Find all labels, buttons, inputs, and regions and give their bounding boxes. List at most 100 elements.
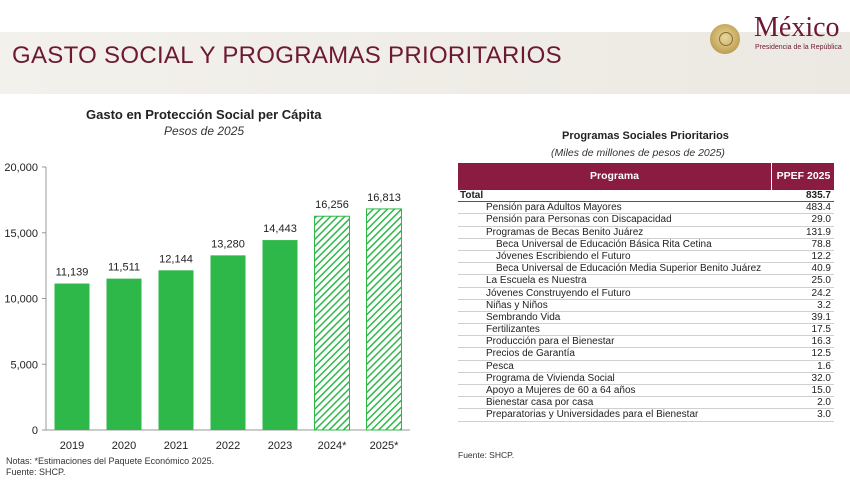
top-band: [0, 0, 850, 32]
row-value: 25.0: [811, 275, 831, 287]
row-label: Total: [460, 190, 484, 201]
row-value: 24.2: [811, 287, 831, 299]
row-label: Jóvenes Construyendo el Futuro: [486, 287, 631, 299]
row-label: Precios de Garantía: [486, 348, 575, 360]
bar-value-label: 11,511: [108, 262, 140, 274]
bar-2025: [366, 208, 402, 431]
bar-value-label: 16,256: [315, 199, 349, 211]
table-row: Jóvenes Escribiendo el Futuro 12.2: [458, 250, 834, 264]
table-source: Fuente: SHCP.: [458, 450, 515, 460]
x-tick-label: 2021: [164, 440, 188, 452]
bar-2019: [54, 283, 90, 430]
table-row: La Escuela es Nuestra 25.0: [458, 275, 834, 288]
row-label: Apoyo a Mujeres de 60 a 64 años: [486, 385, 636, 396]
bar-value-label: 14,443: [263, 223, 297, 235]
bar-2022: [210, 255, 246, 430]
row-label: Producción para el Bienestar: [486, 336, 615, 348]
y-tick-label: 5,000: [10, 359, 38, 371]
table-row: Programas de Becas Benito Juárez 131.9: [458, 227, 834, 239]
row-label: Beca Universal de Educación Básica Rita …: [496, 238, 712, 250]
bar-2023: [262, 240, 298, 430]
row-value: 131.9: [805, 226, 831, 238]
chart-subtitle: Pesos de 2025: [164, 124, 245, 138]
table-row: Precios de Garantía 12.5: [458, 348, 834, 361]
x-tick-label: 2022: [216, 440, 240, 452]
table-row: Programa de Vivienda Social 32.0: [458, 373, 834, 385]
government-logo: México Presidencia de la República: [708, 14, 850, 56]
row-value: 29.0: [811, 214, 831, 226]
table-row: Jóvenes Construyendo el Futuro 24.2: [458, 288, 834, 300]
table-row: Beca Universal de Educación Media Superi…: [458, 263, 834, 276]
table-body: Total 835.7 Pensión para Adultos Mayores 48…: [458, 190, 834, 422]
row-value: 16.3: [811, 336, 831, 348]
chart-title: Gasto en Protección Social per Cápita: [86, 107, 322, 122]
row-label: Niñas y Niños: [486, 299, 548, 311]
chart-notes: Notas: *Estimaciones del Paquete Económi…: [6, 456, 214, 478]
row-value: 15.0: [811, 385, 831, 396]
y-tick-label: 10,000: [4, 294, 38, 306]
row-label: Beca Universal de Educación Media Superi…: [496, 263, 762, 275]
row-value: 32.0: [811, 372, 831, 384]
row-label: Programas de Becas Benito Juárez: [486, 226, 644, 238]
x-tick-label: 2020: [112, 440, 136, 452]
table-row: Preparatorias y Universidades para el Bi…: [458, 409, 834, 422]
bar-value-label: 12,144: [159, 253, 193, 265]
page-title: GASTO SOCIAL Y PROGRAMAS PRIORITARIOS: [12, 42, 562, 69]
row-label: Pesca: [486, 360, 514, 372]
row-value: 1.6: [817, 360, 831, 372]
table-row: Niñas y Niños 3.2: [458, 300, 834, 312]
bar-value-label: 16,813: [367, 192, 401, 204]
per-capita-bar-chart: 0 5,000 10,000 15,000 20,000 11,139 11,511 12,…: [4, 162, 410, 452]
logo-text: México: [754, 12, 840, 43]
y-tick-label: 20,000: [4, 162, 38, 174]
row-value: 39.1: [811, 311, 831, 323]
table-row: Pensión para Personas con Discapacidad 29…: [458, 214, 834, 227]
row-value: 483.4: [805, 202, 831, 214]
row-label: Pensión para Adultos Mayores: [486, 202, 622, 214]
notes-text: Notas: *Estimaciones del Paquete Económi…: [6, 456, 215, 466]
row-value: 17.5: [811, 324, 831, 336]
bar-2020: [106, 278, 142, 430]
bar-value-label: 11,139: [56, 267, 89, 279]
table-row: Bienestar casa por casa 2.0: [458, 397, 834, 410]
row-value: 12.5: [811, 348, 831, 360]
y-tick-label: 15,000: [4, 228, 38, 240]
row-value: 3.0: [817, 409, 831, 421]
y-tick-label: 0: [32, 425, 38, 437]
table-row: Total 835.7: [458, 190, 834, 203]
header-ppef: PPEF 2025: [771, 163, 835, 190]
x-tick-label: 2023: [268, 440, 292, 452]
table-subtitle: (Miles de millones de pesos de 2025): [551, 147, 725, 159]
header-programa: Programa: [589, 170, 640, 182]
row-value: 40.9: [811, 263, 831, 275]
table-row: Fertilizantes 17.5: [458, 324, 834, 337]
bar-2021: [158, 270, 194, 430]
table-title: Programas Sociales Prioritarios: [562, 130, 729, 142]
table-row: Pesca 1.6: [458, 361, 834, 373]
chart-source: Fuente: SHCP.: [6, 467, 66, 477]
table-row: Sembrando Vida 39.1: [458, 311, 834, 325]
seal-icon: [710, 24, 740, 54]
bar-value-label: 13,280: [211, 238, 245, 250]
row-label: Programa de Vivienda Social: [486, 372, 615, 384]
row-label: Preparatorias y Universidades para el Bi…: [486, 409, 699, 421]
programs-table: Programa PPEF 2025 Total 835.7 Pensión par…: [458, 163, 834, 422]
table-row: Beca Universal de Educación Básica Rita …: [458, 239, 834, 251]
table-row: Producción para el Bienestar 16.3: [458, 336, 834, 349]
bar-2024: [314, 215, 350, 431]
row-label: Bienestar casa por casa: [486, 397, 594, 409]
x-tick-label: 2025*: [370, 440, 399, 452]
row-value: 3.2: [817, 299, 831, 311]
logo-subtext: Presidencia de la República: [755, 44, 842, 51]
row-value: 835.7: [805, 190, 831, 201]
row-label: La Escuela es Nuestra: [486, 275, 587, 287]
row-label: Pensión para Personas con Discapacidad: [486, 214, 672, 226]
table-row: Apoyo a Mujeres de 60 a 64 años 15.0: [458, 385, 834, 398]
row-label: Sembrando Vida: [486, 311, 561, 323]
table-row: Pensión para Adultos Mayores 483.4: [458, 202, 834, 215]
row-value: 12.2: [811, 250, 831, 262]
table-header: Programa PPEF 2025: [458, 163, 834, 190]
row-value: 78.8: [811, 238, 831, 250]
x-tick-label: 2024*: [318, 440, 347, 452]
row-value: 2.0: [817, 397, 831, 409]
